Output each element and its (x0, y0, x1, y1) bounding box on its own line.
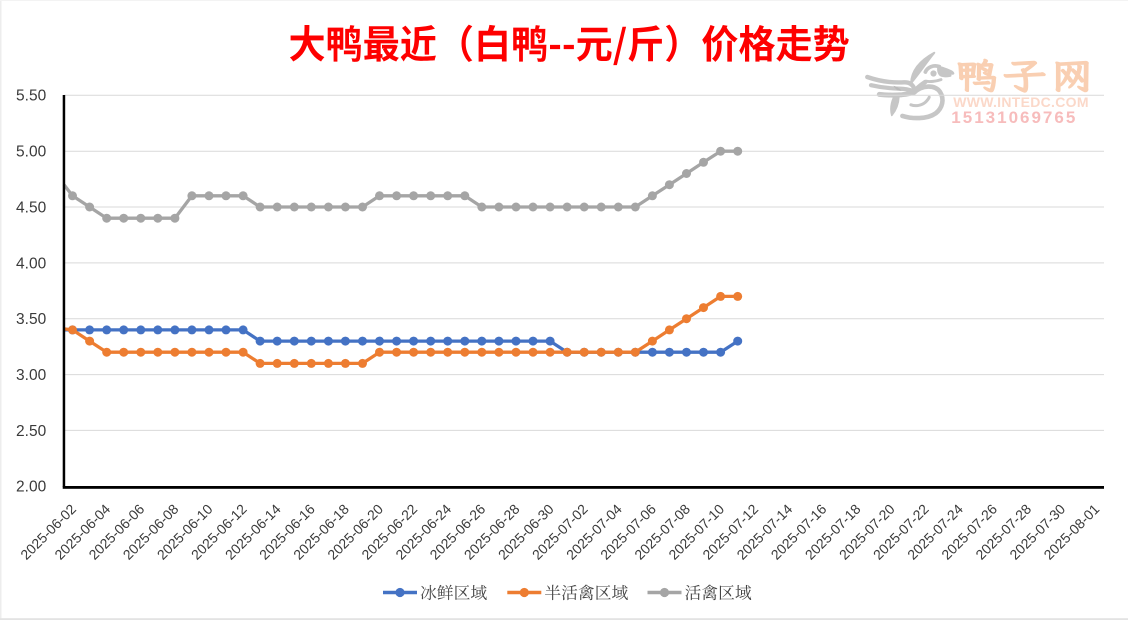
svg-text:4.00: 4.00 (16, 255, 47, 272)
svg-text:2.50: 2.50 (16, 423, 47, 440)
svg-text:WWW.INTEDC.COM: WWW.INTEDC.COM (953, 94, 1089, 110)
svg-text:2.00: 2.00 (16, 479, 47, 496)
svg-text:3.50: 3.50 (16, 311, 47, 328)
svg-text:3.00: 3.00 (16, 367, 47, 384)
svg-text:5.00: 5.00 (16, 144, 47, 161)
svg-text:5.50: 5.50 (16, 88, 47, 105)
svg-text:15131069765: 15131069765 (951, 108, 1077, 127)
svg-text:4.50: 4.50 (16, 199, 47, 216)
